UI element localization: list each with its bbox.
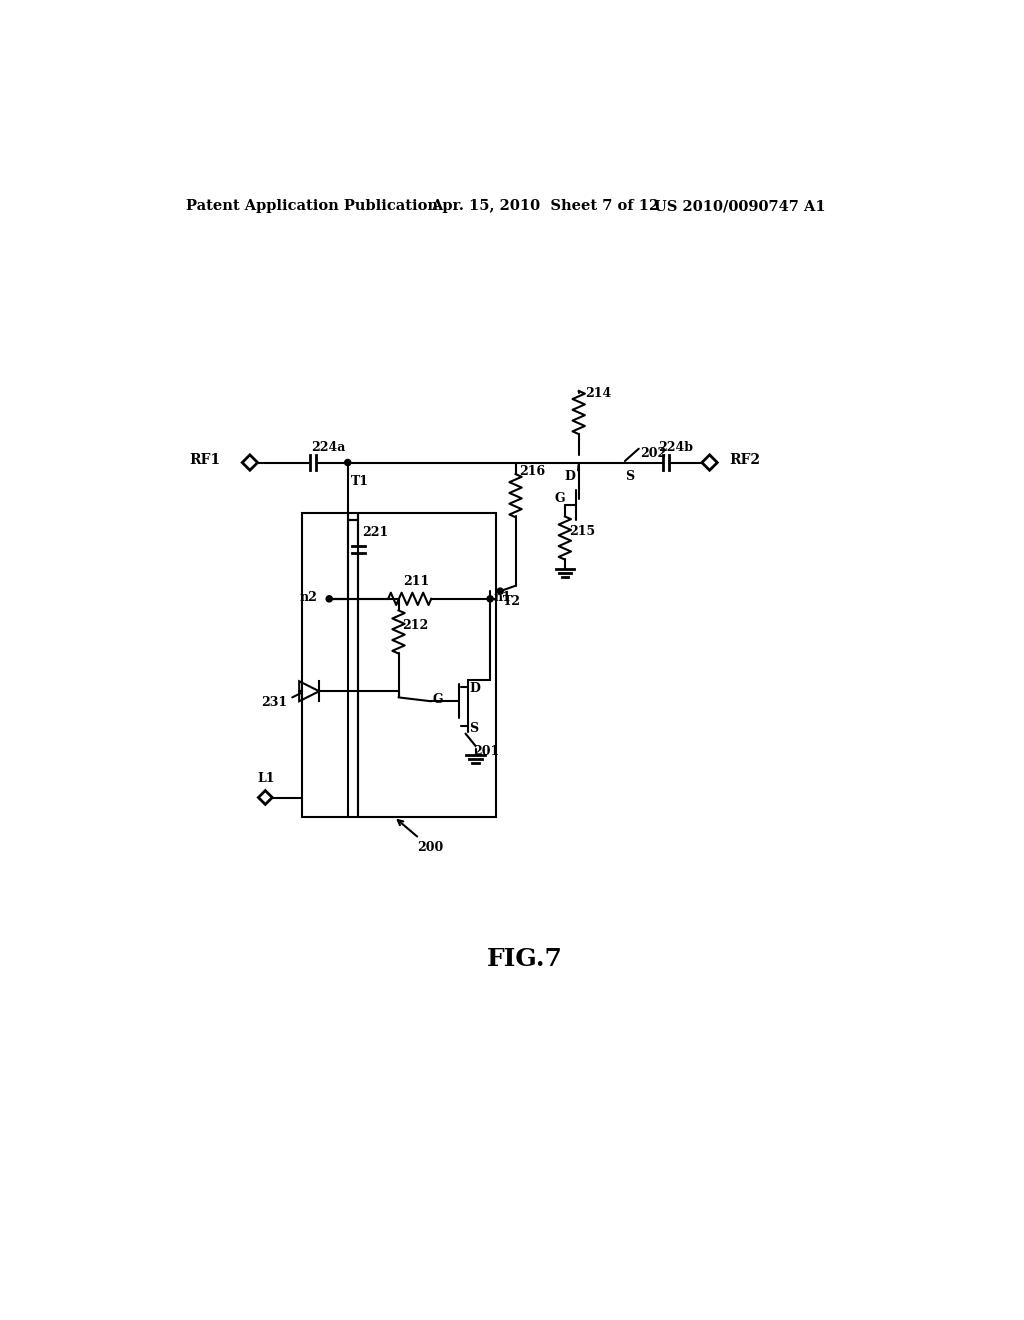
- Circle shape: [326, 595, 333, 602]
- Text: n1: n1: [494, 591, 512, 603]
- Text: RF2: RF2: [730, 453, 761, 467]
- Text: Apr. 15, 2010  Sheet 7 of 12: Apr. 15, 2010 Sheet 7 of 12: [431, 199, 659, 213]
- Text: FIG.7: FIG.7: [486, 948, 563, 972]
- Text: RF1: RF1: [189, 453, 220, 467]
- Text: L1: L1: [258, 772, 275, 785]
- Text: 214: 214: [585, 387, 611, 400]
- Text: G: G: [432, 693, 443, 706]
- Text: 224b: 224b: [658, 441, 693, 454]
- Text: 215: 215: [568, 525, 595, 539]
- Text: T2: T2: [503, 595, 521, 609]
- Text: 201: 201: [473, 744, 500, 758]
- Text: 231: 231: [261, 696, 288, 709]
- Text: n2: n2: [300, 591, 317, 603]
- Circle shape: [497, 589, 503, 594]
- Text: 224a: 224a: [311, 441, 346, 454]
- Text: 211: 211: [403, 576, 430, 589]
- Text: D: D: [564, 470, 574, 483]
- Text: 200: 200: [397, 820, 443, 854]
- Text: D: D: [469, 681, 480, 694]
- Text: G: G: [554, 492, 565, 506]
- Text: US 2010/0090747 A1: US 2010/0090747 A1: [654, 199, 825, 213]
- Circle shape: [487, 595, 494, 602]
- Text: Patent Application Publication: Patent Application Publication: [186, 199, 438, 213]
- Text: 221: 221: [362, 527, 388, 539]
- Text: 202: 202: [640, 446, 667, 459]
- Text: 212: 212: [402, 619, 429, 632]
- Text: S: S: [625, 470, 634, 483]
- Circle shape: [345, 459, 351, 466]
- Text: T1: T1: [351, 475, 369, 488]
- Text: 216: 216: [519, 465, 546, 478]
- Bar: [301, 512, 496, 817]
- Text: S: S: [469, 722, 478, 735]
